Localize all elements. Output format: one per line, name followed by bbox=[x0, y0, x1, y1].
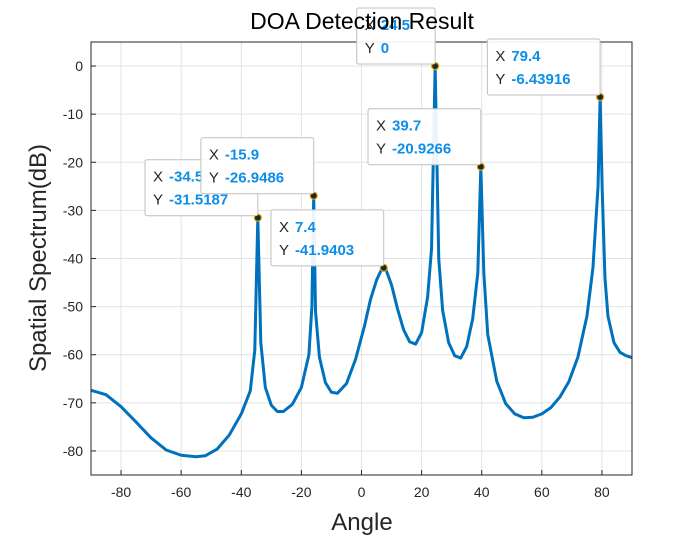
datatip[interactable]: X 79.4 Y -6.43916 bbox=[486, 38, 605, 102]
datatip[interactable]: X 24.5 Y 0 bbox=[356, 7, 440, 71]
y-tick-label: -40 bbox=[63, 251, 83, 267]
datatips: X -34.5 Y -31.5187 X -15.9 Y -26.9486 X 7.4 Y -41.9… bbox=[144, 7, 605, 272]
x-tick-label: 0 bbox=[358, 484, 366, 500]
y-tick-labels: 0 -10 -20 -30 -40 -50 -60 -70 -80 bbox=[63, 58, 83, 459]
datatip-box bbox=[486, 38, 601, 96]
datatip-x-key: X bbox=[153, 169, 163, 186]
y-axis-label: Spatial Spectrum(dB) bbox=[25, 144, 52, 372]
datatip-x-key: X bbox=[376, 118, 386, 135]
y-tick-label: -70 bbox=[63, 395, 83, 411]
datatip-x-key: X bbox=[365, 17, 375, 34]
x-tick-label: 80 bbox=[594, 484, 610, 500]
y-tick-label: 0 bbox=[75, 58, 83, 74]
datatip-x-value: 39.7 bbox=[392, 118, 421, 135]
datatip[interactable]: X 39.7 Y -20.9266 bbox=[367, 108, 485, 171]
x-tick-label: -60 bbox=[171, 484, 191, 500]
datatip-y-value: -26.9486 bbox=[225, 170, 284, 187]
x-tick-label: 40 bbox=[474, 484, 490, 500]
datatip-y-key: Y bbox=[376, 141, 386, 158]
datatip-x-value: -15.9 bbox=[225, 147, 259, 164]
spectrum-series bbox=[90, 64, 633, 459]
y-tick-label: -30 bbox=[63, 202, 83, 218]
datatip-x-value: 24.5 bbox=[381, 17, 410, 34]
datatip-x-key: X bbox=[495, 48, 505, 65]
datatip-box bbox=[200, 137, 315, 195]
y-tick-label: -50 bbox=[63, 299, 83, 315]
datatip-y-key: Y bbox=[279, 242, 289, 259]
datatip-y-key: Y bbox=[153, 192, 163, 209]
datatip-x-value: 79.4 bbox=[511, 48, 541, 65]
datatip-y-value: -6.43916 bbox=[511, 71, 570, 88]
x-tick-label: -40 bbox=[231, 484, 251, 500]
datatip-y-key: Y bbox=[495, 71, 505, 88]
spectrum-line bbox=[90, 64, 633, 459]
x-tick-label: 60 bbox=[534, 484, 550, 500]
datatip-x-key: X bbox=[279, 219, 289, 236]
datatip-x-value: 7.4 bbox=[295, 219, 317, 236]
datatip-x-value: -34.5 bbox=[169, 169, 203, 186]
x-tick-label: -20 bbox=[291, 484, 311, 500]
datatip-x-key: X bbox=[209, 147, 219, 164]
datatip-y-value: -31.5187 bbox=[169, 192, 228, 209]
x-tick-label: -80 bbox=[111, 484, 131, 500]
datatip-y-key: Y bbox=[365, 40, 375, 57]
x-tick-labels: -80 -60 -40 -20 0 20 40 60 80 bbox=[111, 484, 610, 500]
x-tick-label: 20 bbox=[414, 484, 430, 500]
chart-title: DOA Detection Result bbox=[250, 8, 474, 34]
y-tick-label: -20 bbox=[63, 154, 83, 170]
y-tick-label: -10 bbox=[63, 106, 83, 122]
datatip-y-value: -41.9403 bbox=[295, 242, 354, 259]
x-axis-label: Angle bbox=[331, 509, 392, 536]
y-tick-label: -80 bbox=[63, 443, 83, 459]
datatip[interactable]: X -15.9 Y -26.9486 bbox=[200, 137, 318, 200]
datatip-y-key: Y bbox=[209, 170, 219, 187]
datatip-y-value: -20.9266 bbox=[392, 141, 451, 158]
datatip-box bbox=[367, 108, 482, 166]
datatip[interactable]: X 7.4 Y -41.9403 bbox=[270, 209, 388, 272]
datatip-box bbox=[356, 7, 436, 65]
datatip-box bbox=[270, 209, 385, 267]
datatip-y-value: 0 bbox=[381, 40, 389, 57]
y-tick-label: -60 bbox=[63, 347, 83, 363]
